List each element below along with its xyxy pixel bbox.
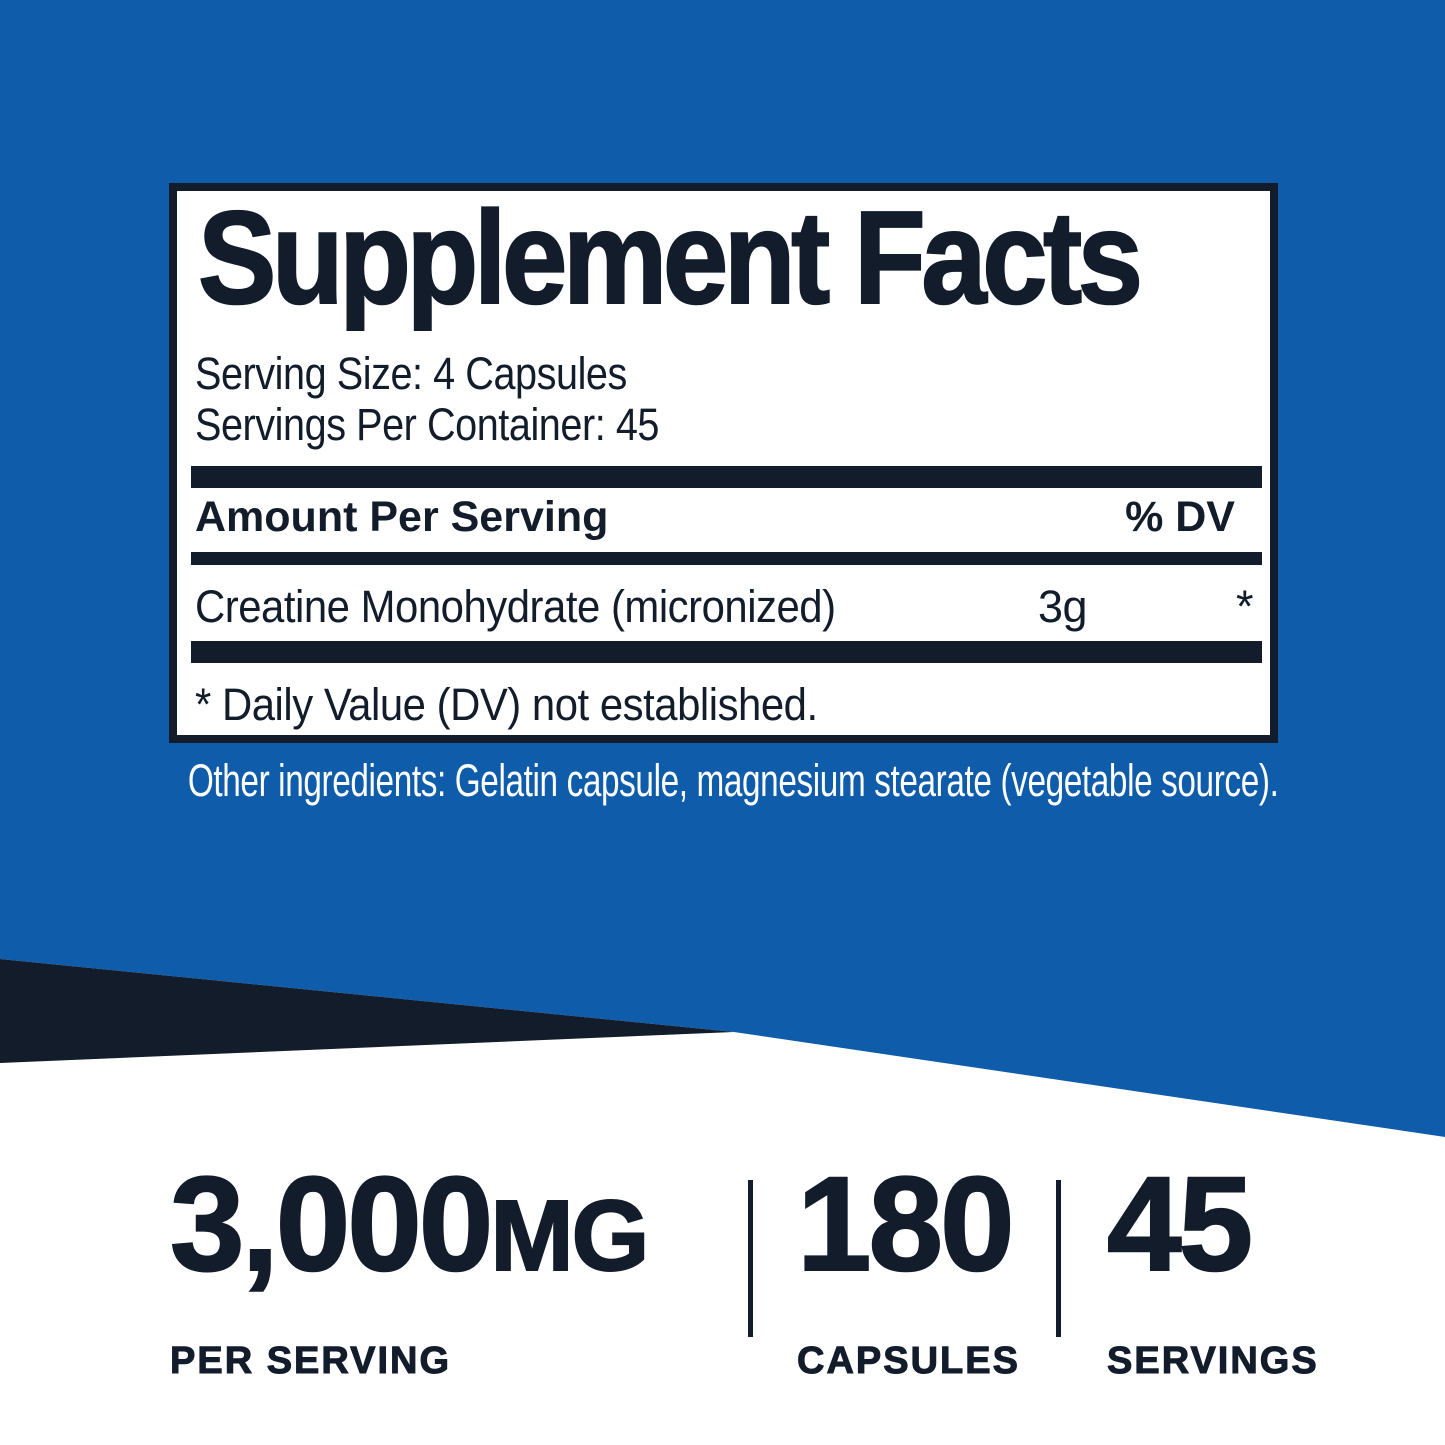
- stat-capsules-label: CAPSULES: [797, 1340, 1020, 1382]
- percent-dv-header: % DV: [1125, 493, 1235, 541]
- stat-capsules: 180 CAPSULES: [796, 1157, 1020, 1382]
- stat-per-serving-unit: MG: [489, 1179, 650, 1293]
- stat-capsules-number: 180: [796, 1150, 1016, 1299]
- amount-header-row: Amount Per Serving % DV: [191, 493, 1262, 542]
- supplement-facts-panel: Supplement Facts Serving Size: 4 Capsule…: [169, 183, 1278, 743]
- stat-divider: [1056, 1180, 1061, 1337]
- nutrient-dv-asterisk: *: [1235, 581, 1254, 632]
- stat-servings-number: 45: [1106, 1150, 1254, 1299]
- stat-servings-label: SERVINGS: [1107, 1340, 1319, 1382]
- stat-per-serving-number: 3,000: [169, 1150, 494, 1299]
- nutrient-amount: 3g: [1038, 581, 1088, 632]
- nutrient-name: Creatine Monohydrate (micronized): [195, 581, 836, 632]
- stat-servings-value: 45: [1106, 1157, 1319, 1333]
- stat-divider: [748, 1180, 753, 1337]
- stat-per-serving-value: 3,000MG: [169, 1157, 650, 1333]
- stat-per-serving: 3,000MG PER SERVING: [169, 1157, 650, 1382]
- serving-info: Serving Size: 4 Capsules Servings Per Co…: [195, 348, 659, 450]
- stat-capsules-value: 180: [796, 1157, 1020, 1333]
- thick-divider-bar-top: [191, 466, 1262, 488]
- thick-divider-bar-bottom: [191, 641, 1262, 663]
- stat-servings: 45 SERVINGS: [1106, 1157, 1319, 1382]
- stat-per-serving-label: PER SERVING: [169, 1340, 452, 1382]
- serving-size-text: Serving Size: 4 Capsules: [195, 348, 627, 399]
- amount-per-serving-header: Amount Per Serving: [195, 493, 609, 541]
- supplement-facts-title: Supplement Facts: [197, 183, 1144, 332]
- thin-divider-bar: [191, 552, 1262, 565]
- servings-per-container-text: Servings Per Container: 45: [195, 399, 660, 450]
- other-ingredients-text: Other ingredients: Gelatin capsule, magn…: [187, 755, 1279, 806]
- daily-value-footnote: * Daily Value (DV) not established.: [195, 679, 818, 730]
